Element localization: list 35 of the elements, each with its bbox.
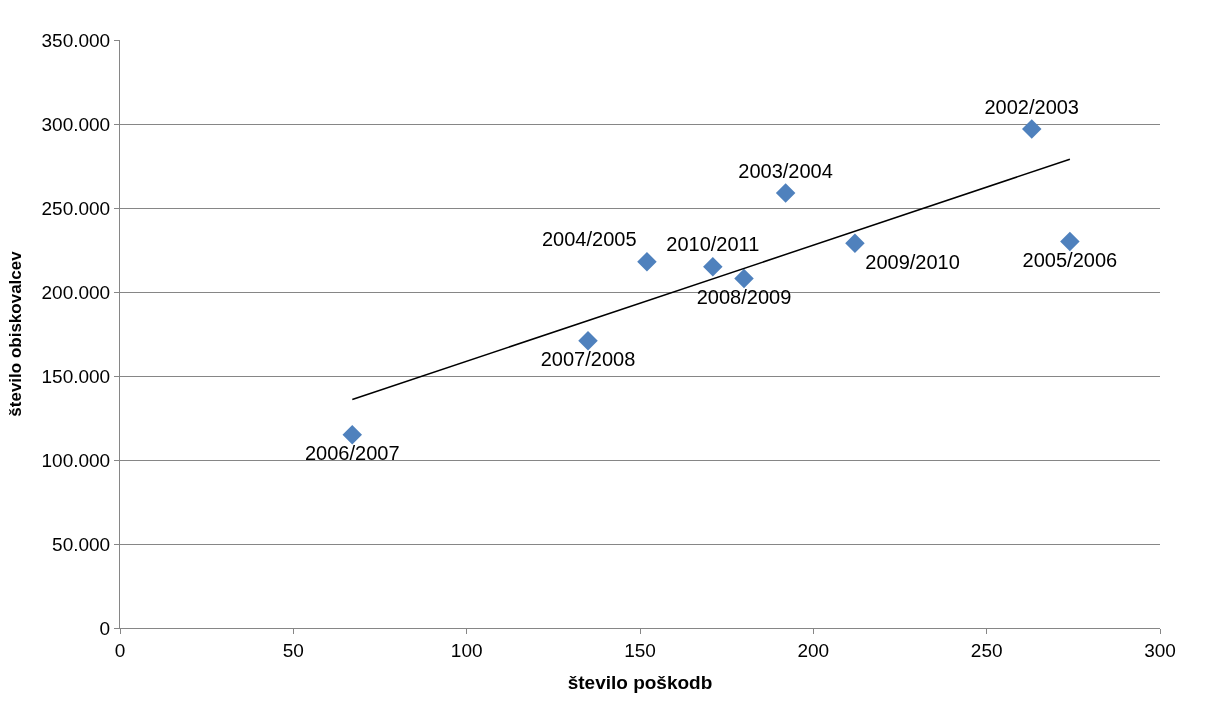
data-label: 2007/2008 bbox=[540, 348, 636, 371]
x-tick-label: 250 bbox=[970, 639, 1003, 661]
y-tick-label: 350.000 bbox=[41, 29, 111, 51]
point bbox=[703, 257, 723, 277]
point bbox=[578, 330, 598, 351]
x-axis-title: število poškodb bbox=[567, 671, 713, 693]
x-tick-label: 150 bbox=[624, 639, 656, 661]
y-tick-label: 300.000 bbox=[41, 113, 111, 135]
data-label: 2006/2007 bbox=[305, 442, 400, 465]
point bbox=[637, 252, 657, 272]
point bbox=[845, 233, 865, 254]
point bbox=[734, 268, 754, 289]
data-label: 2010/2011 bbox=[666, 233, 760, 256]
y-axis-title: število obiskovalcev bbox=[6, 250, 26, 417]
x-tick-label: 0 bbox=[114, 639, 126, 661]
y-tick-label: 150.000 bbox=[41, 365, 111, 387]
x-tick-label: 300 bbox=[1144, 639, 1176, 661]
point bbox=[342, 425, 363, 445]
data-label: 2009/2010 bbox=[865, 250, 960, 273]
x-tick-label: 50 bbox=[282, 639, 304, 661]
data-label: 2004/2005 bbox=[542, 228, 637, 251]
point bbox=[1021, 119, 1042, 139]
point bbox=[1060, 231, 1080, 252]
y-tick-label: 200.000 bbox=[41, 281, 111, 303]
data-label: 2003/2004 bbox=[738, 159, 833, 182]
data-label: 2008/2009 bbox=[696, 285, 792, 308]
y-tick-label: 50.000 bbox=[52, 533, 111, 555]
y-tick-label: 0 bbox=[99, 617, 111, 639]
data-label: 2002/2003 bbox=[984, 95, 1079, 118]
y-tick-label: 100.000 bbox=[41, 449, 111, 471]
x-tick-label: 100 bbox=[450, 639, 483, 661]
y-tick-label: 250.000 bbox=[41, 197, 111, 219]
data-label: 2005/2006 bbox=[1022, 248, 1118, 271]
x-tick-label: 200 bbox=[797, 639, 830, 661]
point bbox=[775, 183, 796, 203]
